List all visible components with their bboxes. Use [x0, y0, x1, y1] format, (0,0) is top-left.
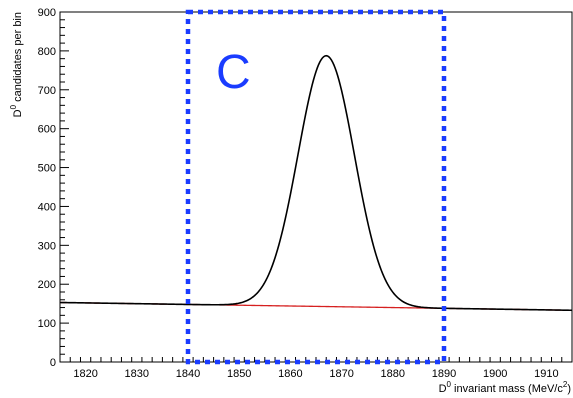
y-tick-label: 0: [50, 357, 56, 369]
signal-region-box: [185, 9, 447, 365]
y-tick-label: 600: [38, 124, 56, 136]
x-axis: 1820 1830 1840 1850 1860 1870 1880 1890 1900 1910: [69, 357, 573, 380]
y-tick-label: 300: [38, 240, 56, 252]
x-tick-label: 1850: [227, 368, 251, 380]
x-tick-label: 1830: [125, 368, 149, 380]
x-tick-label: 1890: [432, 368, 456, 380]
y-tick-label: 200: [38, 279, 56, 291]
x-tick-label: 1910: [534, 368, 558, 380]
x-tick-label: 1840: [176, 368, 200, 380]
total-fit-line: [59, 54, 573, 312]
x-tick-label: 1820: [73, 368, 97, 380]
x-tick-label: 1900: [483, 368, 507, 380]
y-tick-label: 100: [38, 318, 56, 330]
x-tick-label: 1870: [329, 368, 353, 380]
y-axis-title: D0 candidates per bin: [9, 12, 24, 117]
y-axis: 0 100 200 300 400 500 600 700 800 900: [38, 7, 69, 369]
x-tick-label: 1880: [381, 368, 405, 380]
x-tick-label: 1860: [278, 368, 302, 380]
y-tick-label: 900: [38, 7, 56, 19]
y-tick-label: 400: [38, 201, 56, 213]
y-tick-label: 800: [38, 46, 56, 58]
signal-region-label: C: [216, 46, 251, 99]
x-axis-title: D0 invariant mass (MeV/c2): [439, 380, 571, 395]
y-tick-label: 700: [38, 85, 56, 97]
y-tick-label: 500: [38, 163, 56, 175]
